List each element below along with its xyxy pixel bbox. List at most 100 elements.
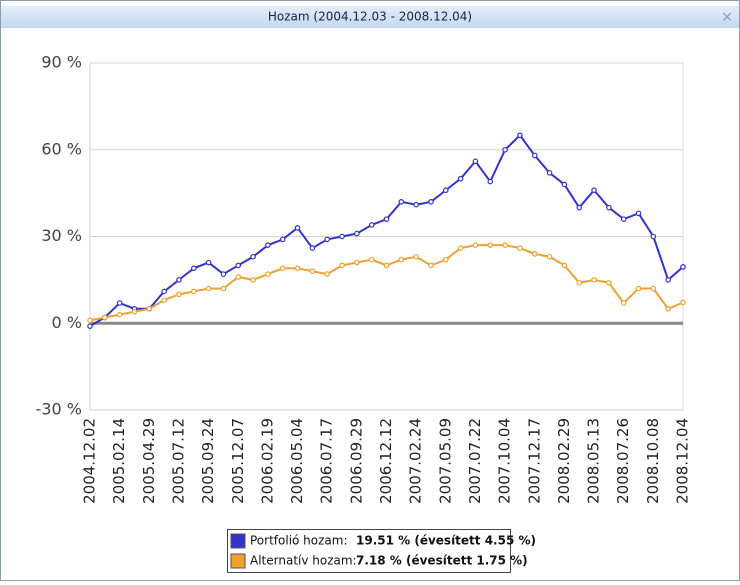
x-tick-label: 2005.07.12 xyxy=(169,418,187,504)
point xyxy=(606,204,612,211)
point xyxy=(265,242,271,248)
point xyxy=(665,277,671,283)
point xyxy=(279,236,286,243)
point xyxy=(487,242,494,248)
x-tick-label: 2006.12.12 xyxy=(377,418,395,504)
legend-swatch xyxy=(230,553,246,569)
point xyxy=(205,259,212,266)
point xyxy=(383,262,390,269)
x-tick-label: 2005.12.07 xyxy=(229,418,247,504)
legend-value: 19.51 % (évesített 4.55 %) xyxy=(356,534,536,548)
point xyxy=(531,152,538,159)
legend xyxy=(227,529,511,573)
legend-value: 7.18 % (évesített 1.75 %) xyxy=(356,554,528,568)
legend-box xyxy=(227,529,511,573)
x-tick-label: 2007.12.17 xyxy=(525,418,543,504)
point xyxy=(428,199,434,205)
y-tick-label: 0 % xyxy=(52,313,82,332)
point xyxy=(309,245,316,251)
point xyxy=(235,262,242,269)
point xyxy=(606,279,612,286)
point xyxy=(531,251,538,257)
point xyxy=(561,262,568,269)
x-tick-label: 2005.02.14 xyxy=(110,418,128,504)
point xyxy=(442,256,449,263)
y-tick-label: 90 % xyxy=(41,53,82,72)
point xyxy=(339,233,345,240)
point xyxy=(116,311,123,318)
point xyxy=(576,279,583,286)
point xyxy=(146,305,153,312)
point xyxy=(220,285,227,292)
point xyxy=(650,285,657,292)
x-tick-label: 2008.02.29 xyxy=(555,418,573,504)
x-tick-label: 2005.09.24 xyxy=(199,418,217,504)
point xyxy=(413,253,419,260)
point xyxy=(635,285,642,292)
point xyxy=(161,297,167,303)
x-tick-label: 2008.12.04 xyxy=(674,418,692,504)
x-tick-label: 2006.07.17 xyxy=(318,418,336,504)
point xyxy=(368,256,375,263)
point xyxy=(546,170,553,176)
point xyxy=(680,299,686,306)
point xyxy=(205,285,212,292)
close-button[interactable]: × xyxy=(721,8,734,26)
x-tick-label: 2007.02.24 xyxy=(407,418,425,504)
point xyxy=(368,222,375,228)
point xyxy=(413,201,419,208)
point xyxy=(294,225,301,231)
point xyxy=(398,256,405,263)
point xyxy=(87,323,93,329)
point xyxy=(457,175,464,182)
point xyxy=(190,265,197,272)
x-tick-label: 2007.10.04 xyxy=(496,418,514,504)
legend-label: Portfolió hozam: xyxy=(250,534,348,548)
point xyxy=(131,308,138,315)
legend-label: Alternatív hozam: xyxy=(250,554,357,568)
point xyxy=(190,288,197,295)
point xyxy=(324,271,331,277)
point xyxy=(680,264,686,270)
point xyxy=(442,187,449,194)
point xyxy=(502,242,508,248)
x-tick-label: 2008.07.26 xyxy=(614,418,632,504)
point xyxy=(457,245,464,251)
legend-swatch xyxy=(230,533,246,549)
point xyxy=(279,265,286,272)
point xyxy=(354,230,360,237)
point xyxy=(161,288,167,295)
point xyxy=(561,181,568,188)
point xyxy=(517,132,523,139)
point xyxy=(265,271,271,277)
y-tick-label: -30 % xyxy=(36,400,82,419)
point xyxy=(235,274,242,280)
point xyxy=(517,245,523,251)
point xyxy=(339,262,345,269)
point xyxy=(502,146,508,153)
point xyxy=(576,204,583,211)
point xyxy=(620,216,627,222)
x-tick-label: 2004.12.02 xyxy=(81,418,99,504)
point xyxy=(250,277,256,283)
point xyxy=(398,199,405,205)
title-bar xyxy=(1,6,739,28)
y-tick-label: 30 % xyxy=(41,226,82,245)
point xyxy=(176,277,182,283)
point xyxy=(472,242,479,248)
x-tick-label: 2007.07.22 xyxy=(466,418,484,504)
x-tick-label: 2007.05.09 xyxy=(436,418,454,504)
point xyxy=(220,271,227,277)
x-tick-label: 2008.10.08 xyxy=(644,418,662,504)
point xyxy=(354,259,360,266)
point xyxy=(487,178,494,185)
point xyxy=(250,253,256,260)
point xyxy=(383,216,390,222)
point xyxy=(309,268,316,275)
x-tick-label: 2006.02.19 xyxy=(258,418,276,504)
point xyxy=(591,277,597,283)
x-tick-label: 2008.05.13 xyxy=(585,418,603,504)
x-tick-label: 2006.09.29 xyxy=(347,418,365,504)
point xyxy=(116,300,123,306)
